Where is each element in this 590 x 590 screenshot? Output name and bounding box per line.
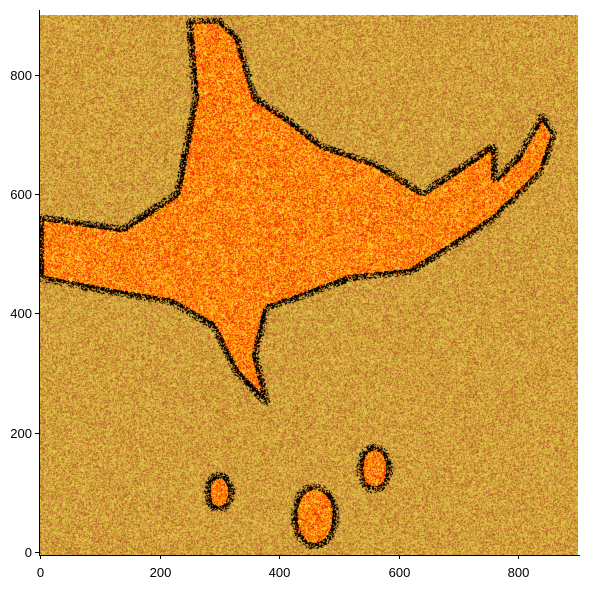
x-tick-label: 200	[150, 565, 172, 580]
x-tick-label: 600	[389, 565, 411, 580]
heatmap-image	[40, 15, 578, 555]
x-axis-ticks: 0 200 400 600 800	[37, 555, 529, 580]
y-tick-label: 400	[10, 306, 32, 321]
x-tick-label: 800	[508, 565, 530, 580]
y-tick-label: 800	[10, 68, 32, 83]
x-tick-label: 400	[269, 565, 291, 580]
y-axis-ticks: 0 200 400 600 800	[10, 68, 39, 560]
y-tick-label: 600	[10, 187, 32, 202]
y-tick-label: 0	[25, 545, 32, 560]
y-tick-label: 200	[10, 426, 32, 441]
x-tick-label: 0	[37, 565, 44, 580]
